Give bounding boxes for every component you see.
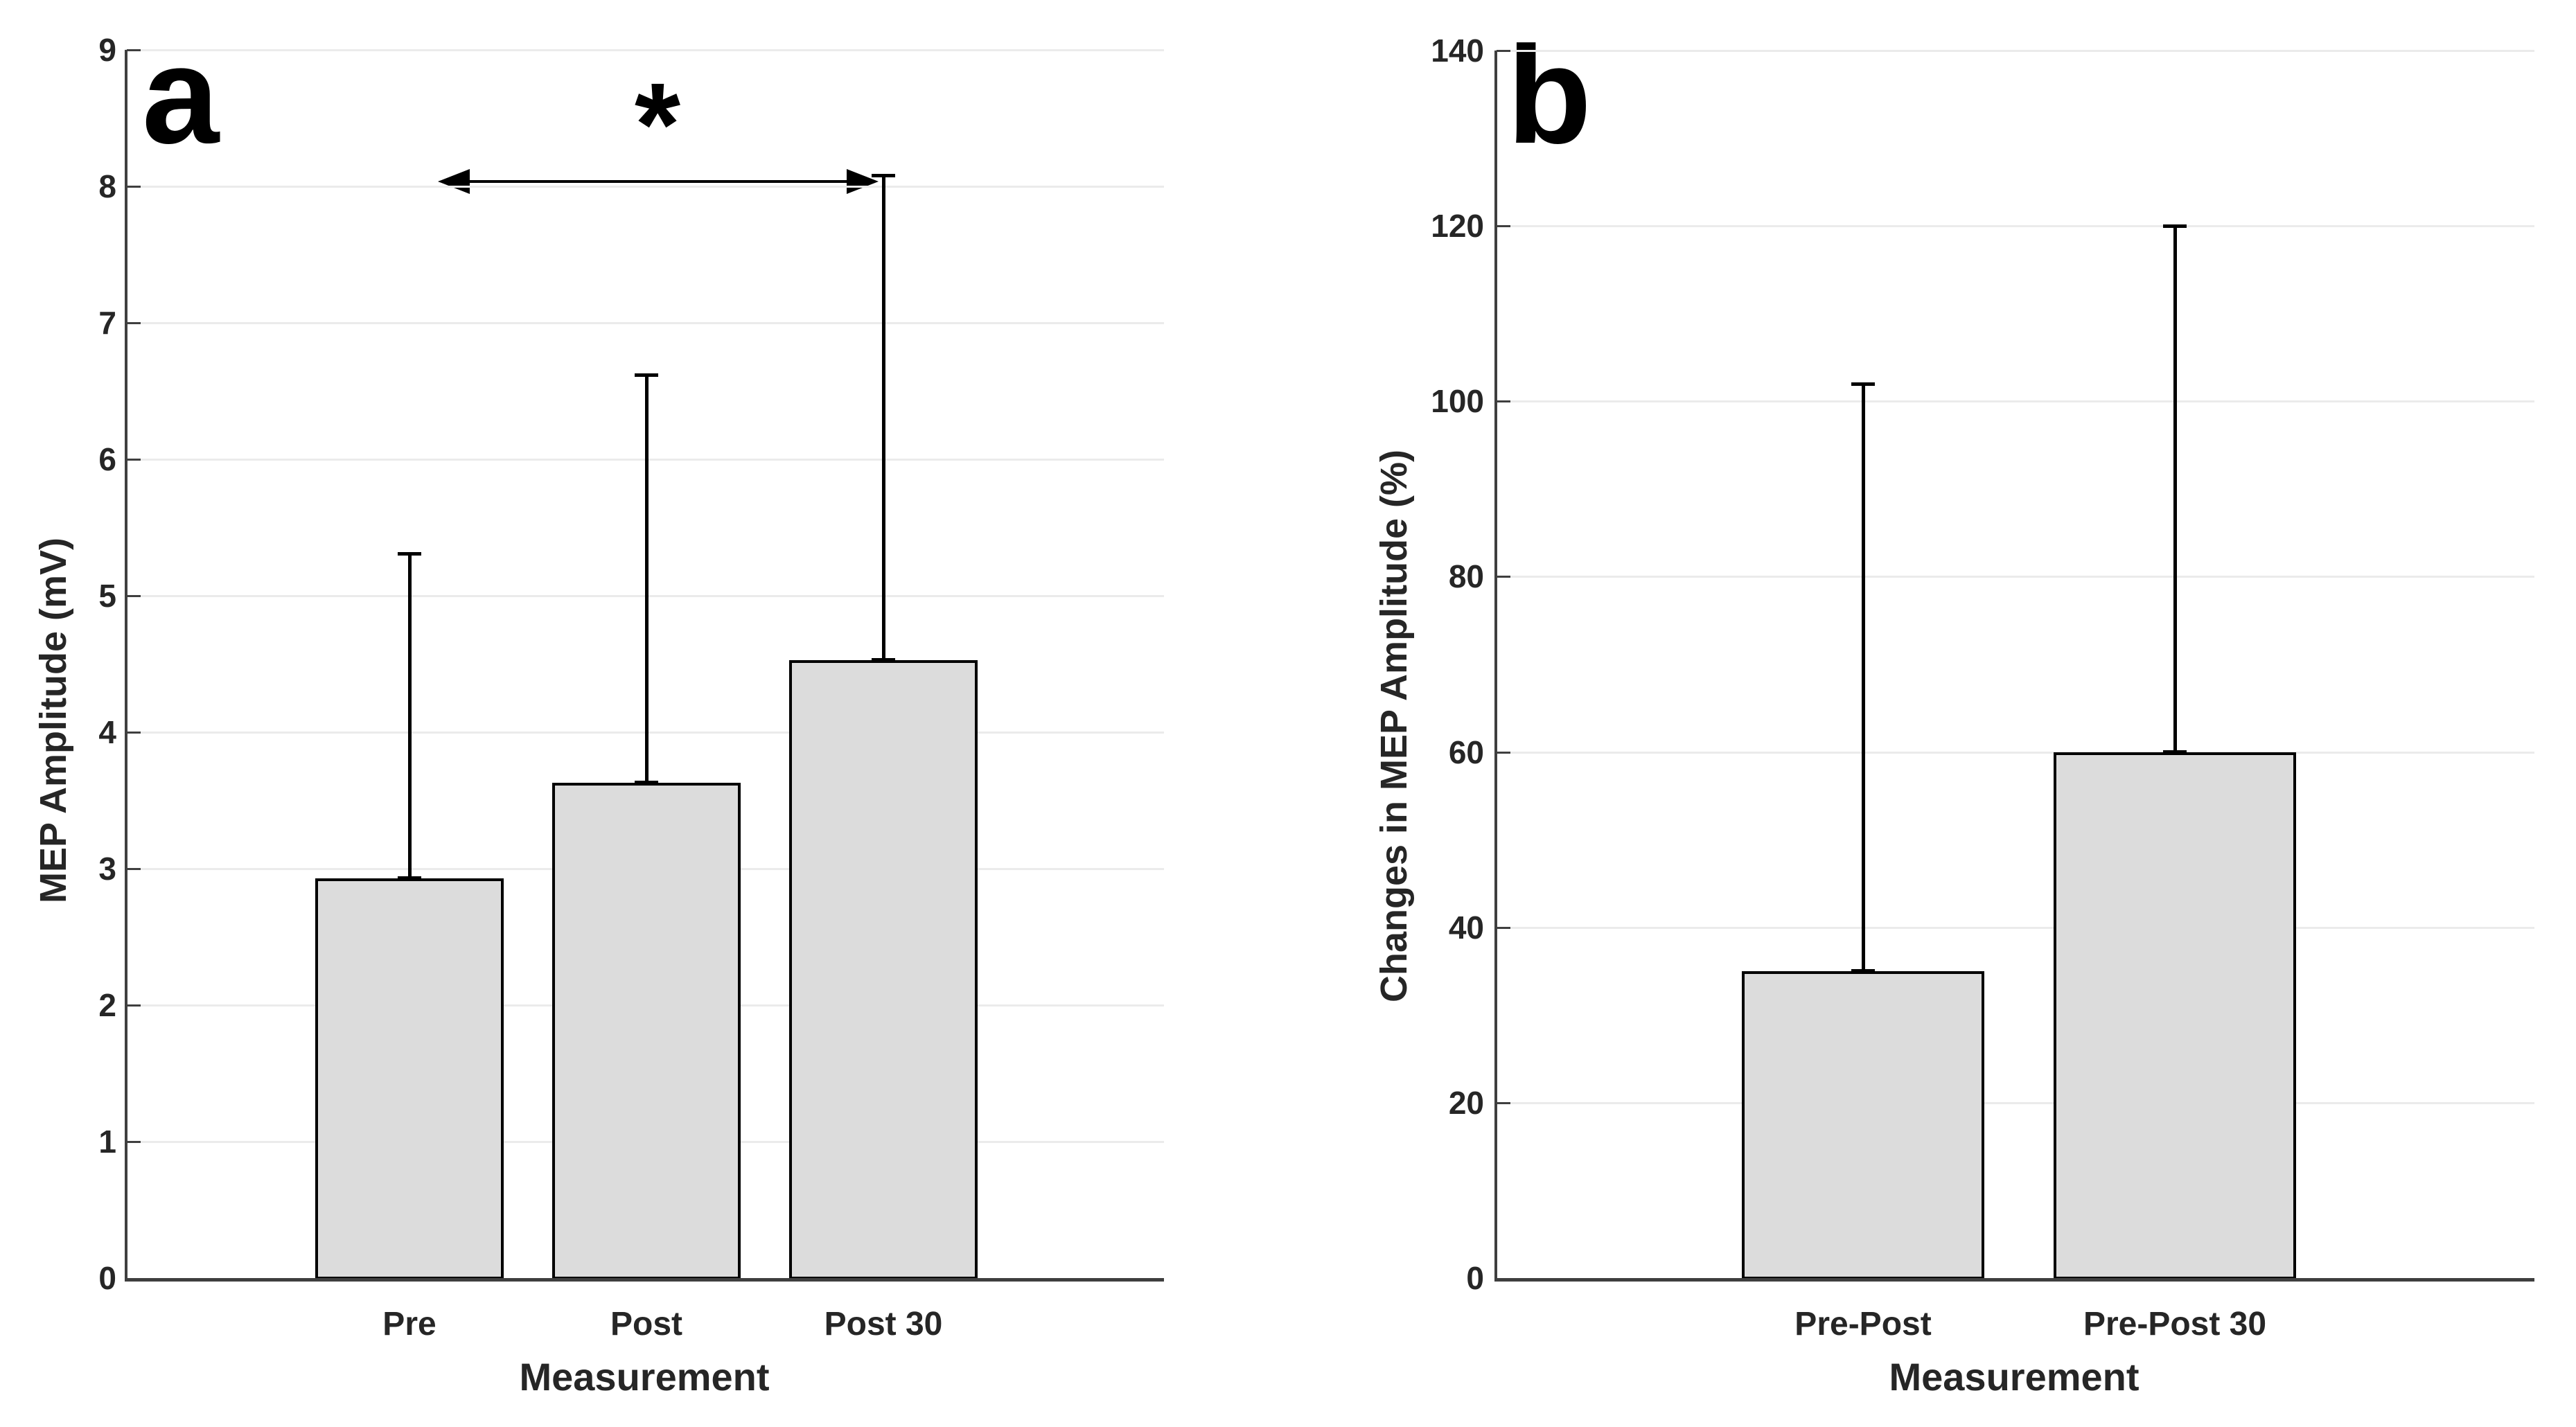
gridline xyxy=(125,186,1164,188)
error-bar-top-cap xyxy=(872,174,895,178)
y-tick-mark xyxy=(127,595,141,597)
panel-a-x-axis-line xyxy=(125,1278,1164,1282)
error-bar xyxy=(408,553,412,878)
error-bar-top-cap xyxy=(1851,382,1875,386)
panel-a-letter: a xyxy=(142,18,220,172)
gridline xyxy=(1494,225,2534,228)
gridline xyxy=(125,49,1164,51)
gridline xyxy=(125,732,1164,734)
y-tick-label: 20 xyxy=(1448,1084,1484,1121)
error-bar xyxy=(1862,383,1865,971)
error-bar xyxy=(882,175,885,660)
error-bar xyxy=(2173,226,2177,752)
x-tick-label: Pre xyxy=(382,1306,436,1342)
bar-post xyxy=(552,782,741,1279)
y-tick-mark xyxy=(127,459,141,461)
y-tick-label: 1 xyxy=(98,1124,116,1160)
x-tick-label: Post 30 xyxy=(824,1306,943,1342)
error-bar-top-cap xyxy=(2163,224,2187,229)
x-tick-label: Post xyxy=(610,1306,683,1342)
y-tick-label: 0 xyxy=(1466,1260,1484,1296)
y-tick-mark xyxy=(127,322,141,324)
x-tick-label: Pre-Post 30 xyxy=(2083,1306,2267,1342)
y-tick-label: 3 xyxy=(98,851,116,887)
y-tick-mark xyxy=(127,732,141,734)
panel-b-y-axis-line xyxy=(1494,51,1497,1281)
y-tick-label: 8 xyxy=(98,168,116,204)
y-tick-label: 60 xyxy=(1448,734,1484,770)
gridline xyxy=(1494,751,2534,754)
gridline xyxy=(125,322,1164,324)
significance-arrowhead-left-icon xyxy=(438,169,470,194)
error-bar-bottom-cap xyxy=(398,876,421,880)
error-bar-bottom-cap xyxy=(635,780,658,784)
gridline xyxy=(1494,1101,2534,1104)
gridline xyxy=(1494,576,2534,578)
y-tick-mark xyxy=(127,1004,141,1007)
y-tick-label: 80 xyxy=(1448,558,1484,595)
gridline xyxy=(1494,400,2534,403)
y-tick-mark xyxy=(127,49,141,51)
bar-pre-post-30 xyxy=(2054,752,2296,1279)
y-tick-mark xyxy=(1497,400,1510,403)
y-tick-label: 100 xyxy=(1431,383,1484,420)
y-tick-label: 2 xyxy=(98,987,116,1023)
panel-b-x-axis-line xyxy=(1494,1278,2534,1282)
gridline xyxy=(125,595,1164,597)
y-tick-label: 0 xyxy=(98,1260,116,1296)
y-tick-mark xyxy=(127,186,141,188)
y-tick-mark xyxy=(1497,1101,1510,1104)
y-tick-mark xyxy=(1497,576,1510,578)
y-tick-mark xyxy=(1497,225,1510,228)
bar-post-30 xyxy=(789,659,978,1279)
error-bar xyxy=(645,374,649,783)
y-tick-label: 9 xyxy=(98,32,116,68)
y-tick-mark xyxy=(1497,751,1510,754)
y-tick-label: 7 xyxy=(98,305,116,341)
y-tick-mark xyxy=(1497,926,1510,929)
gridline xyxy=(1494,50,2534,52)
x-tick-label: Pre-Post xyxy=(1794,1306,1932,1342)
error-bar-top-cap xyxy=(635,373,658,377)
gridline xyxy=(125,459,1164,461)
y-tick-label: 120 xyxy=(1431,208,1484,245)
y-tick-label: 4 xyxy=(98,714,116,750)
y-tick-label: 40 xyxy=(1448,909,1484,946)
bar-pre-post xyxy=(1742,971,1984,1279)
panel-b-letter: b xyxy=(1507,18,1592,172)
gridline xyxy=(1494,926,2534,929)
panel-b-x-axis-label: Measurement xyxy=(1889,1355,2140,1399)
error-bar-bottom-cap xyxy=(1851,969,1875,973)
y-tick-label: 6 xyxy=(98,441,116,477)
y-tick-mark xyxy=(1497,50,1510,52)
y-tick-mark xyxy=(127,1141,141,1143)
significance-asterisk: * xyxy=(634,59,681,190)
y-tick-mark xyxy=(127,868,141,870)
y-tick-label: 140 xyxy=(1431,33,1484,69)
bar-pre xyxy=(315,878,504,1279)
panel-a-x-axis-label: Measurement xyxy=(519,1355,770,1399)
error-bar-top-cap xyxy=(398,551,421,556)
significance-arrowhead-right-icon xyxy=(847,169,879,194)
error-bar-bottom-cap xyxy=(872,657,895,662)
significance-arrow-line xyxy=(449,180,867,183)
error-bar-bottom-cap xyxy=(2163,750,2187,754)
y-tick-label: 5 xyxy=(98,578,116,614)
panel-a-y-axis-line xyxy=(125,50,127,1281)
